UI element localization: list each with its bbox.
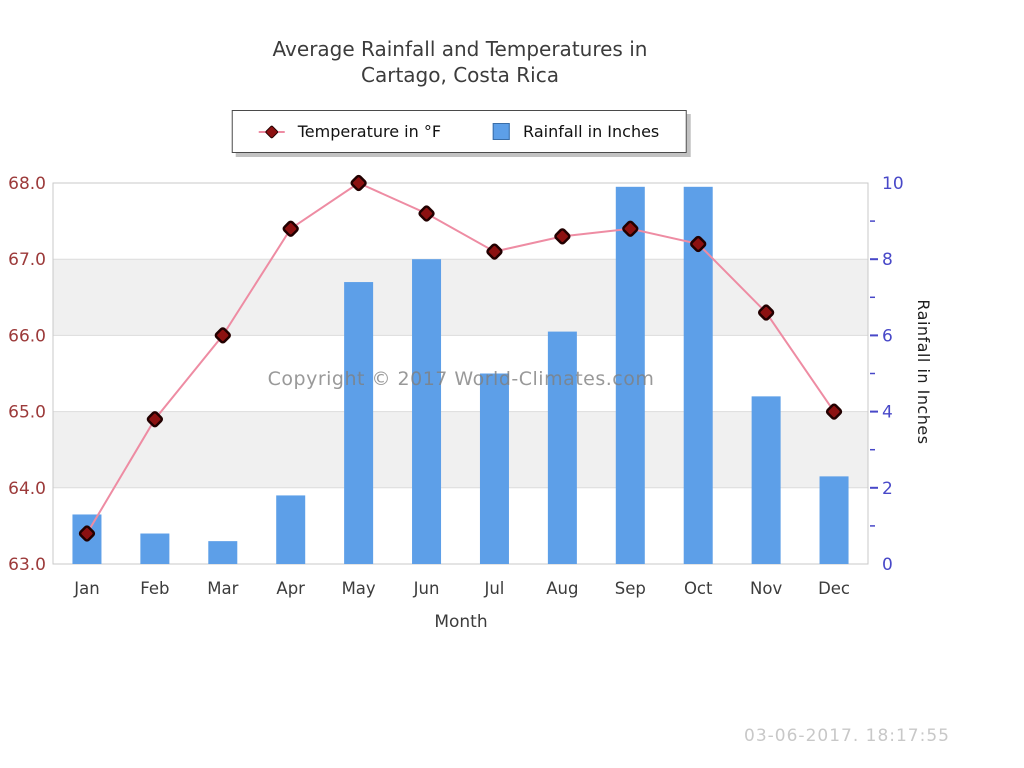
right-axis-tick-label: 2: [882, 479, 893, 499]
left-axis-tick-label: 63.0: [8, 555, 46, 575]
render-timestamp: 03-06-2017. 18:17:55: [744, 726, 950, 746]
left-axis-tick-label: 67.0: [8, 250, 46, 270]
temperature-marker: [622, 220, 639, 237]
x-tick-label: Sep: [615, 579, 646, 598]
temperature-marker: [554, 228, 571, 245]
x-axis-title: Month: [434, 612, 488, 632]
rainfall-bar: [615, 186, 645, 564]
rainfall-swatch-icon: [493, 123, 511, 140]
temperature-marker: [214, 327, 231, 344]
temperature-marker: [825, 403, 843, 420]
x-tick-label: Jun: [413, 579, 440, 598]
rainfall-bar: [547, 331, 577, 564]
temperature-marker: [757, 304, 775, 321]
x-tick-label: Mar: [207, 579, 238, 598]
chart-title: Average Rainfall and Temperatures in Car…: [0, 36, 920, 88]
legend-rainfall-label: Rainfall in Inches: [523, 122, 660, 141]
chart-legend: Temperature in °F Rainfall in Inches: [231, 110, 687, 153]
x-tick-label: Jan: [73, 579, 99, 598]
temperature-marker: [418, 205, 435, 222]
x-tick-label: Jul: [483, 579, 504, 598]
temperature-marker: [690, 235, 707, 253]
left-axis-tick-label: 66.0: [8, 326, 46, 346]
temperature-marker: [146, 411, 164, 428]
right-axis-tick-label: 0: [882, 555, 893, 575]
legend-item-rainfall: Rainfall in Inches: [493, 122, 659, 141]
temperature-marker: [350, 174, 367, 192]
rainfall-bar: [412, 259, 442, 564]
chart-title-line1: Average Rainfall and Temperatures in: [272, 37, 648, 61]
left-axis-tick-label: 65.0: [8, 403, 46, 423]
right-axis-tick-label: 8: [882, 250, 893, 270]
right-axis-title: Rainfall in Inches: [914, 299, 933, 445]
rainfall-bar: [344, 282, 374, 564]
right-axis-tick-label: 10: [882, 174, 904, 194]
legend-temperature-label: Temperature in °F: [297, 122, 442, 141]
x-tick-label: Oct: [684, 579, 713, 598]
right-axis-tick-label: 4: [882, 403, 893, 423]
plot-border: [52, 182, 869, 565]
temperature-line-marker-icon: [258, 124, 285, 139]
plot-band: [53, 259, 868, 336]
temperature-marker: [486, 243, 503, 260]
rainfall-bar: [819, 476, 849, 564]
x-tick-label: Feb: [140, 579, 169, 598]
temperature-line: [86, 181, 835, 535]
left-axis-tick-label: 64.0: [8, 479, 46, 499]
x-tick-label: May: [342, 579, 376, 598]
rainfall-bar: [208, 541, 238, 564]
x-tick-label: Apr: [276, 579, 305, 598]
right-axis-tick-label: 6: [882, 326, 893, 346]
x-tick-label: Nov: [750, 579, 782, 598]
plot-band: [53, 411, 868, 488]
x-tick-label: Dec: [818, 579, 850, 598]
rainfall-bar: [751, 396, 781, 564]
rainfall-bar: [140, 533, 170, 564]
chart-title-line2: Cartago, Costa Rica: [361, 63, 559, 87]
copyright-watermark: Copyright © 2017 World-Climates.com: [267, 368, 655, 390]
left-axis-tick-label: 68.0: [8, 174, 46, 194]
rainfall-bar: [479, 373, 509, 564]
legend-item-temperature: Temperature in °F: [258, 122, 442, 141]
temperature-marker: [78, 525, 96, 542]
temperature-marker: [282, 220, 299, 237]
rainfall-bar: [276, 495, 306, 564]
x-tick-label: Aug: [546, 579, 578, 598]
